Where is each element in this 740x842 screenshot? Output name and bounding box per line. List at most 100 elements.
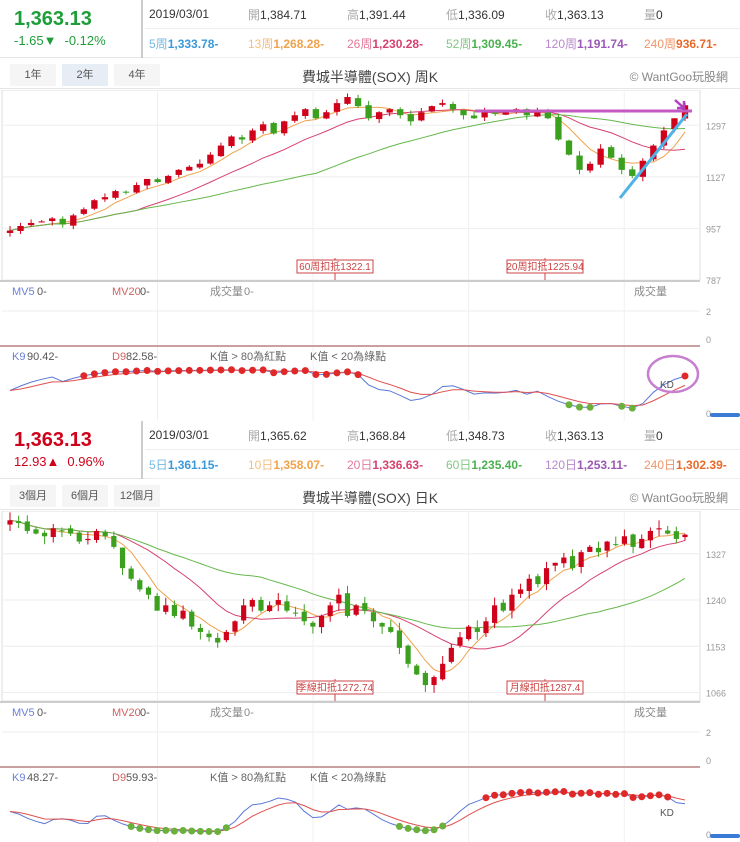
candle <box>552 562 558 566</box>
price-change-percent: 0.96% <box>67 454 105 469</box>
volume-legend-right: 成交量 <box>634 284 667 298</box>
candle <box>578 552 584 567</box>
kd-legend-dv: 82.58- <box>126 351 158 363</box>
candle <box>171 604 178 616</box>
overbought-dot <box>344 368 351 376</box>
candle <box>407 114 414 122</box>
price-box: 1,363.13 12.93▲ 0.96% <box>0 421 143 479</box>
overbought-dot <box>586 789 594 797</box>
candle <box>460 110 467 116</box>
overbought-dot <box>111 368 119 376</box>
kd-legend-kv: 90.42- <box>27 351 59 363</box>
volume-legend-mv5: MV5 <box>12 286 35 298</box>
candle <box>587 546 593 552</box>
candle <box>323 112 330 119</box>
ohlc-item: 低1,348.73 <box>446 428 505 443</box>
kd-legend-kv: 48.27- <box>27 772 59 784</box>
candle <box>93 530 100 540</box>
candle <box>362 603 368 611</box>
candle <box>492 605 498 623</box>
candle <box>440 663 446 680</box>
moving-average-row: 5周1,333.78- 13周1,268.28- 26周1,230.28- 52周1,… <box>145 29 740 58</box>
ma-item: 5日1,361.15- <box>149 457 219 472</box>
ma-item: 5周1,333.78- <box>149 36 219 51</box>
candle <box>241 605 247 621</box>
ohlc-item: 量0 <box>644 7 663 22</box>
tab-period[interactable]: 4年 <box>114 64 160 86</box>
candle <box>333 103 341 112</box>
volume-legend-right: 成交量 <box>634 705 667 719</box>
candle <box>422 672 428 686</box>
candle <box>418 112 425 121</box>
candle <box>481 112 488 118</box>
candle <box>223 631 229 641</box>
quote-header: 1,363.13 -1.65▼ -0.12% 2019/03/01 開1,384.… <box>0 0 740 58</box>
overbought-dot <box>80 372 88 380</box>
volume-legend-vol: 成交量 <box>210 284 243 298</box>
candle <box>267 605 273 612</box>
candle <box>344 97 351 104</box>
oversold-dot <box>179 826 187 834</box>
overbought-dot <box>499 791 507 799</box>
candle <box>405 645 411 664</box>
volume-tick: 2 <box>706 307 711 317</box>
candle <box>215 637 221 643</box>
last-price: 1,363.13 <box>14 429 92 451</box>
moving-average-line <box>9 114 686 232</box>
y-tick-label: 787 <box>706 276 721 286</box>
candle <box>119 547 126 569</box>
scrollbar-handle[interactable] <box>710 413 740 417</box>
candle <box>310 622 316 627</box>
scrollbar-handle[interactable] <box>710 834 740 838</box>
candle <box>344 593 351 616</box>
volume-legend-mv20: MV20 <box>112 707 141 719</box>
moving-average-line <box>9 106 686 232</box>
tab-period[interactable]: 2年 <box>62 64 108 86</box>
candle <box>217 145 225 157</box>
overbought-dot <box>517 789 525 797</box>
oversold-dot <box>404 824 412 832</box>
tab-period[interactable]: 1年 <box>10 64 56 86</box>
candle <box>388 627 394 632</box>
candle <box>16 521 22 523</box>
candle <box>76 532 82 542</box>
candle <box>535 576 541 585</box>
ma-item: 26周1,230.28- <box>347 36 424 51</box>
ohlc-item: 收1,363.13 <box>545 7 604 22</box>
candle <box>275 600 281 605</box>
candle <box>318 615 325 628</box>
y-tick-label: 1327 <box>706 550 726 560</box>
oversold-dot <box>196 827 204 835</box>
kd-tick: 0 <box>706 830 711 840</box>
overbought-dot <box>164 367 172 375</box>
overbought-dot <box>333 369 341 377</box>
tab-period[interactable]: 12個月 <box>114 485 160 507</box>
candle <box>439 103 446 105</box>
ohlc-row: 2019/03/01 開1,365.62 高1,368.84 低1,348.73 收1… <box>145 421 740 450</box>
ma-item: 13周1,268.28- <box>248 36 325 51</box>
period-tabs: 1年 2年 4年 費城半導體(SOX) 周K © WantGoo玩股網 <box>0 62 740 89</box>
ohlc-item: 高1,391.44 <box>347 7 406 22</box>
candle <box>650 145 657 160</box>
candle <box>67 528 74 534</box>
overbought-dot <box>482 794 490 802</box>
overbought-dot <box>525 788 533 796</box>
overbought-dot <box>569 790 576 798</box>
candle <box>70 215 77 226</box>
oversold-dot <box>618 402 626 410</box>
daily-panel: 1,363.13 12.93▲ 0.96% 2019/03/01 開1,365.6… <box>0 421 740 842</box>
tab-period[interactable]: 6個月 <box>62 485 108 507</box>
candle <box>154 595 160 611</box>
candle <box>291 115 298 121</box>
volume-legend-mv5: MV5 <box>12 707 35 719</box>
quote-header: 1,363.13 12.93▲ 0.96% 2019/03/01 開1,365.6… <box>0 421 740 479</box>
candle <box>80 209 87 214</box>
candle <box>258 599 264 611</box>
tab-period[interactable]: 3個月 <box>10 485 56 507</box>
candle <box>618 157 625 170</box>
candle <box>59 530 65 532</box>
candle <box>365 105 372 119</box>
price-box: 1,363.13 -1.65▼ -0.12% <box>0 0 143 58</box>
oversold-dot <box>188 827 196 835</box>
candle <box>17 225 24 232</box>
